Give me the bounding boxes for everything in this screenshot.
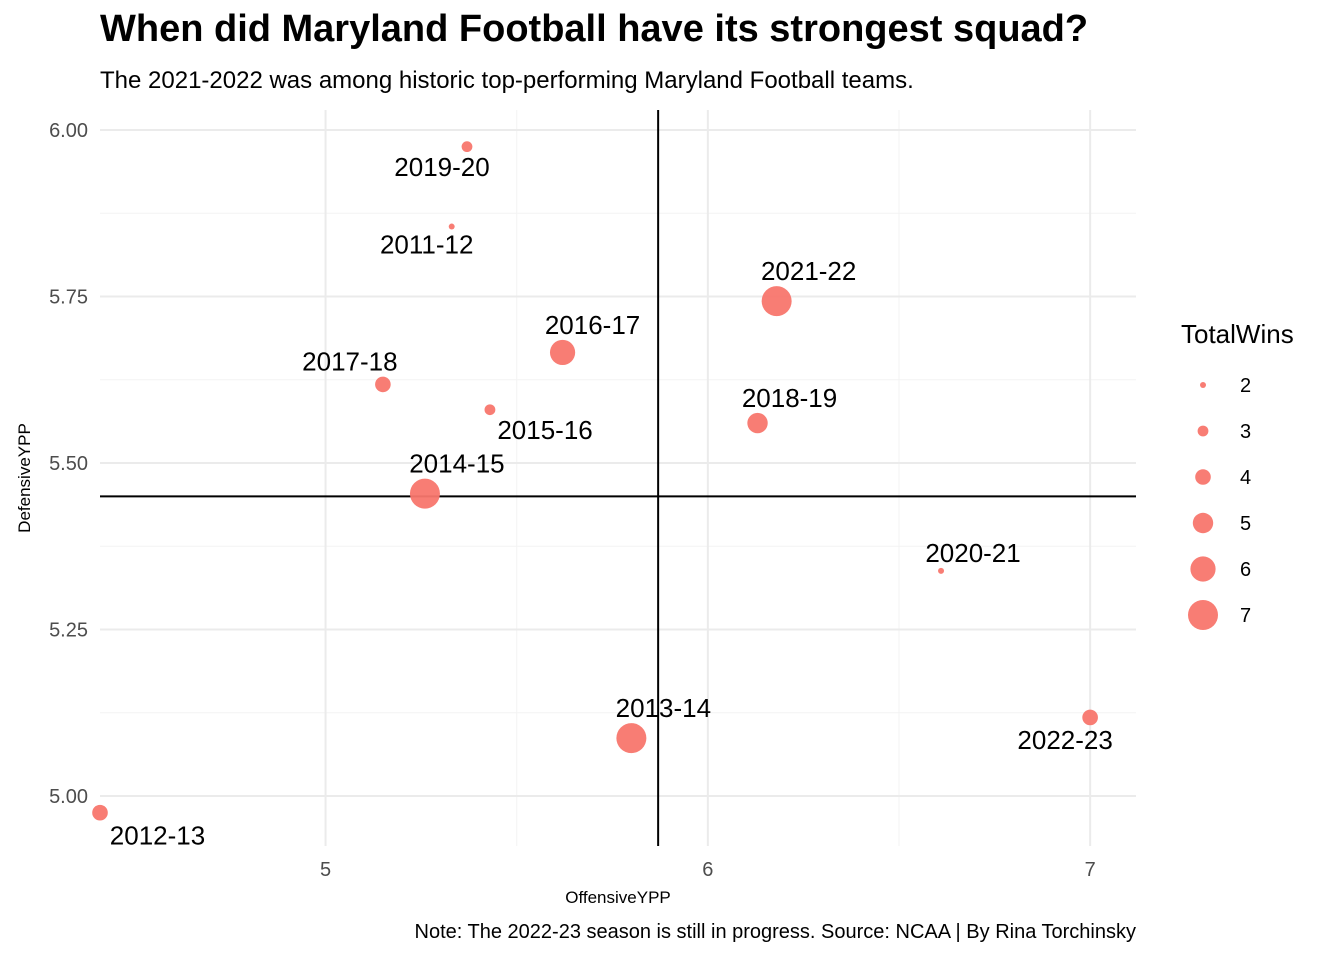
point-label: 2016-17 [545,310,640,340]
data-point-2018-19 [747,412,768,434]
data-point-2017-18 [375,376,391,393]
data-point-2020-21 [938,567,945,574]
data-point-2011-12 [448,223,455,230]
y-tick-label: 5.25 [49,620,88,642]
data-point-2019-20 [461,141,473,153]
data-point-2021-22 [761,286,792,317]
grid-layer [100,110,1136,846]
legend-label: 7 [1240,605,1251,627]
legend-label: 5 [1240,513,1251,535]
x-tick-label: 7 [1085,859,1096,881]
point-label: 2015-16 [497,415,592,445]
point-label: 2021-22 [761,256,856,286]
point-label: 2022-23 [1017,725,1112,755]
y-tick-label: 6.00 [49,120,88,142]
legend-label: 2 [1240,375,1251,397]
legend-key-7 [1188,600,1218,630]
legend: TotalWins 2 3 4 5 6 7 [1181,319,1294,630]
data-point-2015-16 [484,404,496,416]
data-point-2016-17 [549,339,576,366]
legend-key-3 [1197,425,1209,437]
y-tick-label: 5.50 [49,453,88,475]
chart-title: When did Maryland Football have its stro… [100,8,1089,50]
data-point-2012-13 [92,804,108,821]
point-label: 2018-19 [742,383,837,413]
x-tick-label: 6 [702,859,713,881]
chart-subtitle: The 2021-2022 was among historic top-per… [100,67,914,94]
point-label: 2014-15 [409,449,504,479]
x-tick-label: 5 [320,859,331,881]
y-tick-label: 5.75 [49,286,88,308]
axes-layer: 5 6 7 5.00 5.25 5.50 5.75 6.00 OffensiveYPP Defen… [15,120,1096,907]
reference-lines [100,110,1136,846]
point-label: 2011-12 [380,230,474,260]
legend-label: 3 [1240,421,1251,443]
point-labels-layer: 2011-12 2012-13 2013-14 2014-15 2015-16 2016-… [110,152,1113,850]
point-label: 2017-18 [302,347,397,377]
legend-key-6 [1190,556,1216,582]
y-axis-title: DefensiveYPP [15,423,34,533]
legend-title: TotalWins [1181,319,1294,349]
data-point-2013-14 [616,723,647,754]
point-label: 2013-14 [616,693,711,723]
data-point-2014-15 [409,478,440,509]
data-point-2022-23 [1082,709,1098,726]
legend-key-2 [1200,382,1206,388]
points-layer [92,141,1098,821]
x-axis-title: OffensiveYPP [565,888,671,907]
point-label: 2012-13 [110,820,205,850]
point-label: 2019-20 [394,152,489,182]
point-label: 2020-21 [925,538,1020,568]
y-tick-label: 5.00 [49,786,88,808]
legend-key-5 [1192,512,1214,534]
legend-label: 6 [1240,559,1251,581]
chart-caption: Note: The 2022-23 season is still in pro… [414,921,1136,943]
legend-key-4 [1195,469,1211,485]
legend-label: 4 [1240,467,1251,489]
